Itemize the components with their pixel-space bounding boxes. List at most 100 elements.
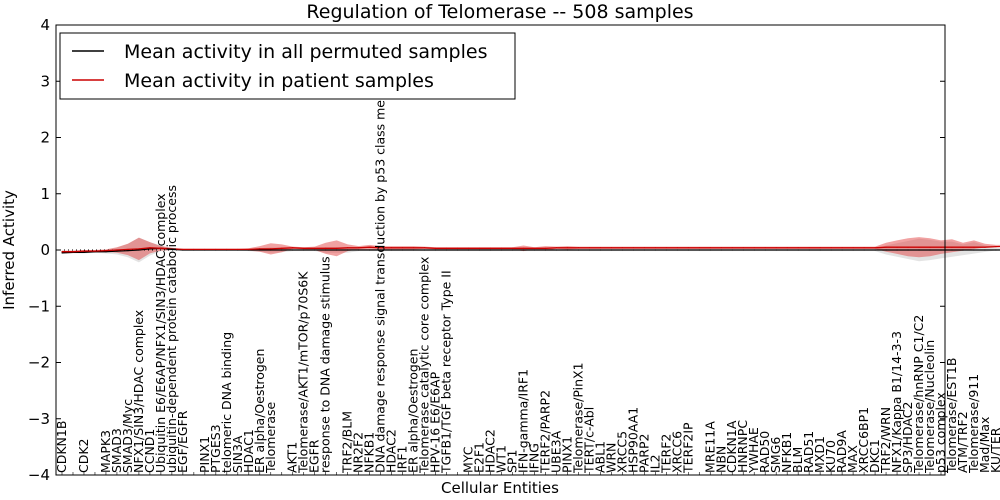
x-tick-label: NFKB1 [362, 432, 377, 473]
x-tick-label: response to DNA damage stimulus [318, 256, 333, 473]
x-tick-label: IFN-gamma/IRF1 [515, 369, 530, 473]
x-tick-label: CDKN1B [54, 421, 69, 473]
data-point [863, 249, 865, 251]
data-point [984, 249, 986, 251]
data-point [391, 247, 393, 249]
data-point [149, 248, 151, 250]
data-point [665, 247, 667, 249]
x-tick-label: MRN complex [999, 387, 1000, 473]
x-tick-label: SP1 [504, 450, 519, 473]
x-tick-label: Telomerase/AKT1/mTOR/p70S6K [296, 271, 311, 474]
x-tick-label: RAD51 [801, 431, 816, 473]
y-tick-label: 4 [40, 16, 50, 34]
data-point [841, 249, 843, 251]
data-point [951, 246, 953, 248]
y-tick-label: 0 [40, 241, 50, 259]
data-point [445, 249, 448, 251]
data-point [676, 247, 678, 249]
data-point [467, 249, 470, 251]
x-tick-label: NR2F2 [351, 432, 366, 473]
data-point [478, 247, 481, 249]
legend-label-patient: Mean activity in patient samples [124, 70, 434, 92]
x-tick-label: CDK2 [76, 438, 91, 473]
data-point [445, 247, 448, 249]
x-tick-label: p53 complex [933, 392, 948, 473]
x-tick-label: Telomerase/911 [966, 374, 981, 474]
data-point [577, 247, 580, 249]
x-tick-label: MYC [461, 446, 476, 473]
data-point [654, 247, 656, 249]
data-point [325, 247, 327, 249]
data-point [973, 249, 975, 251]
data-point [676, 249, 678, 251]
data-point [423, 247, 426, 249]
x-tick-label: IRF1 [395, 445, 410, 473]
legend[interactable]: Mean activity in all permuted samples Me… [59, 32, 516, 100]
data-point [588, 249, 591, 251]
x-tick-label: IL2 [647, 454, 662, 473]
x-tick-label: RAD50 [757, 431, 772, 473]
data-point [555, 247, 558, 249]
x-tick-label: MRE11A [702, 421, 717, 473]
data-point [687, 247, 689, 249]
x-tick-label: SP3/HDAC2 [900, 402, 915, 473]
data-point [544, 249, 547, 251]
x-axis-label: Cellular Entities [441, 479, 559, 497]
data-point [369, 246, 371, 248]
data-point [709, 247, 711, 249]
data-point [61, 252, 63, 254]
data-point [797, 247, 799, 249]
y-tick-label: 3 [40, 72, 50, 90]
data-point [808, 247, 810, 249]
x-tick-label: PINX1 [559, 436, 574, 473]
data-point [358, 249, 360, 251]
data-point [138, 249, 140, 251]
data-point [852, 249, 854, 251]
x-tick-label: MAX [845, 445, 860, 473]
data-point [918, 246, 920, 248]
data-point [863, 247, 865, 249]
data-point [61, 251, 63, 253]
data-point [907, 249, 909, 251]
x-tick-label: HDAC2 [384, 429, 399, 473]
data-point [336, 247, 338, 249]
data-point [610, 249, 612, 251]
data-point [434, 249, 437, 251]
legend-box [59, 32, 516, 100]
data-point [116, 249, 118, 251]
data-point [731, 249, 733, 251]
x-tick-label: ER alpha/Oestrogen [252, 349, 267, 473]
x-tick-label: SIN3A [230, 435, 245, 473]
data-point [292, 249, 294, 251]
x-tick-label: NFX1/SIN3/HDAC complex [131, 310, 146, 473]
data-point [621, 249, 623, 251]
data-point [127, 248, 129, 251]
y-tick-label: 2 [40, 129, 50, 147]
data-point [314, 247, 316, 249]
y-tick-label: 1 [40, 185, 50, 203]
x-tick-label: Telomerase/PinX1 [570, 362, 585, 474]
data-point [753, 249, 755, 251]
data-point [786, 247, 788, 249]
x-tick-label: HSP90AA1 [625, 407, 640, 473]
data-point [775, 247, 777, 249]
data-point [841, 247, 843, 249]
data-point [984, 246, 986, 248]
data-point [478, 249, 481, 251]
x-tick-label: BLM [790, 447, 805, 473]
x-tick-label: PINX1 [197, 436, 212, 473]
data-point [171, 248, 173, 250]
data-point [83, 250, 85, 252]
data-point [742, 247, 744, 249]
x-tick-label: UBE3A [548, 430, 563, 473]
x-tick-label: IFNG [526, 443, 541, 473]
data-point [621, 247, 623, 249]
x-tick-label: XRCC6BP1 [856, 407, 871, 473]
data-point [654, 249, 656, 251]
data-point [962, 249, 964, 251]
data-point [204, 248, 206, 251]
data-point [852, 247, 854, 249]
data-point [391, 249, 393, 251]
x-tick-label: HDAC1 [241, 429, 256, 473]
data-point [303, 247, 305, 249]
